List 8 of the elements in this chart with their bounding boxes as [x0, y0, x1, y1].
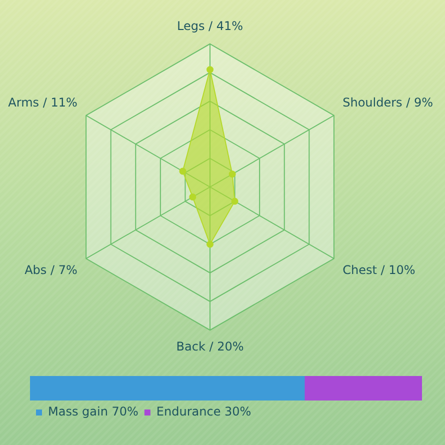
- spoke-label: Chest / 10%: [342, 262, 416, 277]
- spoke-label: Arms / 11%: [8, 95, 78, 110]
- legend-label: Mass gain 70%: [48, 404, 138, 419]
- spoke-label: Abs / 7%: [24, 262, 78, 277]
- legend-label: Endurance 30%: [156, 404, 252, 419]
- spoke-label: Shoulders / 9%: [342, 95, 434, 110]
- spoke-label: Legs / 41%: [176, 18, 244, 33]
- spoke-label: Back / 20%: [176, 339, 244, 354]
